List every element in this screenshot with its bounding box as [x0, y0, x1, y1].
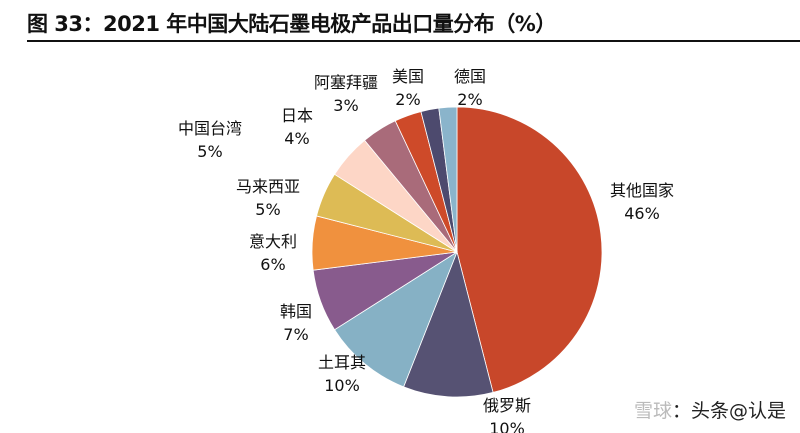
slice-value-label: 5%: [197, 142, 222, 161]
slice-value-label: 5%: [255, 200, 280, 219]
slice-category-label: 中国台湾: [178, 119, 242, 138]
slice-value-label: 4%: [284, 129, 309, 148]
slice-value-label: 6%: [260, 255, 285, 274]
slice-value-label: 3%: [333, 96, 358, 115]
slice-category-label: 日本: [281, 106, 313, 125]
slice-category-label: 韩国: [280, 302, 312, 321]
watermark-text: ：头条@认是: [671, 400, 786, 422]
pie-slice-10: [438, 106, 458, 253]
watermark-logo-text: 雪球: [633, 400, 672, 422]
title-divider: [27, 40, 800, 42]
chart-title: 图 33：2021 年中国大陆石墨电极产品出口量分布（%）: [27, 12, 556, 36]
slice-value-label: 2%: [457, 90, 482, 109]
pie-slice-1: [403, 250, 494, 398]
watermark: 雪球：头条@认是: [634, 396, 786, 423]
slice-category-label: 马来西亚: [236, 177, 300, 196]
slice-value-label: 46%: [624, 204, 660, 223]
slice-category-label: 德国: [454, 67, 486, 86]
pie-slice-2: [334, 251, 458, 388]
slice-value-label: 10%: [324, 376, 360, 395]
slice-value-label: 10%: [489, 419, 525, 433]
slice-category-label: 其他国家: [610, 181, 674, 200]
slice-category-label: 俄罗斯: [483, 396, 531, 415]
slice-category-label: 意大利: [249, 232, 297, 251]
pie-slice-0: [456, 106, 603, 393]
slice-category-label: 美国: [392, 67, 424, 86]
slice-category-label: 土耳其: [318, 353, 366, 372]
slice-category-label: 阿塞拜疆: [314, 73, 378, 92]
slice-value-label: 2%: [395, 90, 420, 109]
slice-value-label: 7%: [283, 325, 308, 344]
